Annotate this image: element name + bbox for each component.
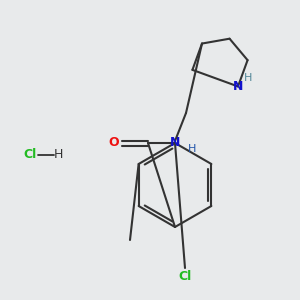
Text: N: N <box>170 136 180 149</box>
Text: Cl: Cl <box>178 269 192 283</box>
Text: N: N <box>233 80 243 93</box>
Text: H: H <box>244 74 252 83</box>
Text: H: H <box>53 148 63 161</box>
Text: O: O <box>109 136 119 149</box>
Text: Cl: Cl <box>23 148 37 161</box>
Text: H: H <box>188 144 196 154</box>
